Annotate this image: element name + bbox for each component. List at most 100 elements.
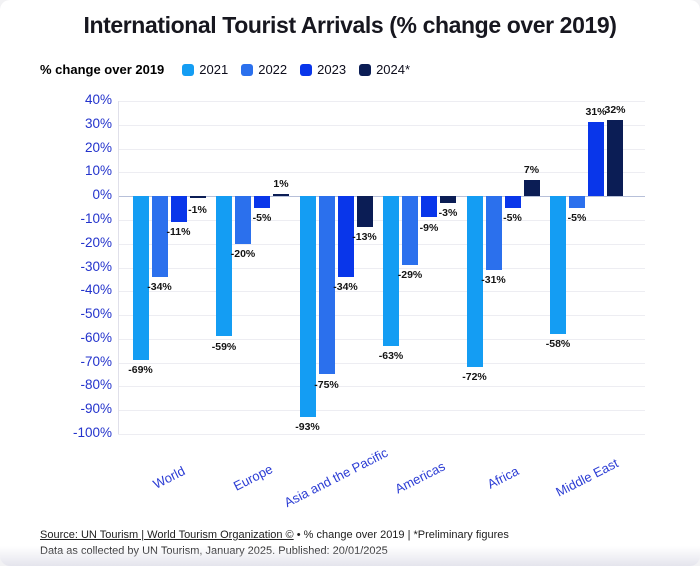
legend-swatch-2023 [300, 63, 313, 76]
bar-americas-2021 [383, 196, 399, 346]
value-label-asia-and-the-pacific-2022: -75% [314, 378, 339, 391]
bar-europe-2022 [235, 196, 251, 244]
y-tick-label--40: -40% [80, 282, 112, 298]
bar-world-2023 [170, 196, 187, 223]
legend-title: % change over 2019 [40, 62, 165, 77]
y-tick-label--50: -50% [80, 306, 112, 322]
y-tick-label-20: 20% [84, 139, 112, 155]
legend-label-2024: 2024* [376, 62, 411, 77]
bar-africa-2023 [504, 196, 521, 208]
gridline--100 [118, 434, 645, 435]
value-label-africa-2024: 7% [523, 163, 540, 176]
y-tick-label-10: 10% [84, 163, 112, 179]
value-label-europe-2023: -5% [252, 212, 272, 224]
gridline-30 [118, 124, 645, 126]
value-label-europe-2024: 1% [273, 177, 289, 190]
y-tick-label--70: -70% [80, 353, 112, 369]
legend-swatch-2021 [182, 63, 195, 76]
bar-americas-2023 [421, 196, 437, 218]
x-tick-label-africa: Africa [484, 463, 522, 492]
y-tick-label--10: -10% [80, 210, 112, 226]
source-line: Source: UN Tourism | World Tourism Organ… [40, 527, 509, 543]
gridline--20 [118, 243, 645, 245]
gridline-0 [118, 196, 645, 198]
x-tick-label-middle-east: Middle East [552, 455, 621, 500]
bar-africa-2024 [523, 179, 540, 197]
value-label-middle-east-2023: 31% [585, 106, 607, 119]
legend-item-2021: 2021 [182, 62, 228, 77]
bar-africa-2022 [485, 196, 502, 270]
value-label-americas-2021: -63% [378, 350, 404, 362]
value-label-africa-2023: -5% [503, 212, 522, 224]
bar-asia-and-the-pacific-2024 [356, 196, 373, 227]
value-label-world-2021: -69% [128, 364, 153, 377]
legend-swatch-2022 [241, 63, 254, 76]
gridline--30 [118, 267, 645, 269]
bar-middle-east-2023 [588, 122, 604, 197]
gridline--40 [118, 291, 645, 293]
value-label-africa-2021: -72% [462, 371, 487, 384]
data-collected-note: Data as collected by UN Tourism, January… [40, 545, 388, 557]
value-label-europe-2022: -20% [230, 247, 256, 260]
value-label-middle-east-2022: -5% [567, 212, 587, 224]
y-tick-label--80: -80% [80, 377, 112, 393]
legend-label-2023: 2023 [317, 62, 347, 77]
legend-label-2021: 2021 [199, 62, 229, 77]
bar-middle-east-2021 [550, 196, 566, 335]
y-tick-label--60: -60% [80, 329, 112, 345]
value-label-africa-2022: -31% [481, 273, 506, 286]
value-label-americas-2023: -9% [419, 221, 439, 234]
bar-europe-2023 [254, 196, 270, 208]
x-tick-label-americas: Americas [391, 458, 448, 497]
legend-items: 2021 2022 2023 2024* [182, 62, 423, 77]
legend-label-2022: 2022 [258, 62, 288, 77]
bar-asia-and-the-pacific-2022 [318, 196, 335, 375]
y-tick-label--100: -100% [72, 425, 112, 440]
gridline--10 [118, 219, 645, 221]
y-tick-label-30: 30% [84, 115, 112, 131]
source-note: • % change over 2019 | *Preliminary figu… [293, 529, 509, 541]
footer: Source: UN Tourism | World Tourism Organ… [40, 527, 509, 559]
bar-americas-2024 [440, 196, 456, 204]
value-label-asia-and-the-pacific-2024: -13% [352, 231, 377, 244]
gridline--50 [118, 315, 645, 317]
value-label-americas-2024: -3% [438, 207, 458, 220]
bar-middle-east-2022 [569, 196, 585, 208]
x-tick-label-world: World [150, 463, 188, 492]
source-text: Source: UN Tourism | World Tourism Organ… [40, 529, 294, 541]
y-tick-label-0: 0% [92, 187, 112, 203]
value-label-world-2024: -1% [188, 203, 207, 216]
legend-swatch-2024 [359, 63, 372, 76]
y-tick-label--20: -20% [80, 234, 112, 250]
gridline-20 [118, 148, 645, 150]
bar-africa-2021 [466, 196, 483, 368]
bar-asia-and-the-pacific-2023 [337, 196, 354, 277]
bar-world-2021 [132, 196, 149, 361]
gridline--60 [118, 338, 645, 340]
value-label-europe-2021: -59% [211, 340, 237, 353]
page-title: International Tourist Arrivals (% change… [83, 12, 617, 38]
x-tick-label-asia-and-the-pacific: Asia and the Pacific [281, 444, 391, 511]
y-tick-label--30: -30% [80, 258, 112, 274]
bar-middle-east-2024 [607, 120, 623, 197]
value-label-asia-and-the-pacific-2021: -93% [295, 421, 320, 434]
y-axis-line [118, 101, 119, 434]
value-label-world-2022: -34% [147, 281, 172, 293]
y-tick-label-40: 40% [84, 92, 112, 107]
gridline-10 [118, 172, 645, 174]
bar-europe-2021 [216, 196, 232, 337]
legend-item-2024: 2024* [359, 62, 410, 77]
value-label-asia-and-the-pacific-2023: -34% [333, 281, 358, 293]
gridline--70 [118, 362, 645, 364]
chart-legend: % change over 2019 2021 2022 2023 2024* [40, 62, 423, 77]
gridline--80 [118, 386, 645, 388]
value-label-americas-2022: -29% [397, 269, 423, 282]
gridline-40 [118, 101, 645, 102]
bar-asia-and-the-pacific-2021 [299, 196, 316, 418]
bar-americas-2022 [402, 196, 418, 266]
value-label-middle-east-2024: 32% [604, 104, 626, 116]
y-tick-label--90: -90% [80, 401, 112, 417]
bar-world-2024 [189, 196, 206, 199]
